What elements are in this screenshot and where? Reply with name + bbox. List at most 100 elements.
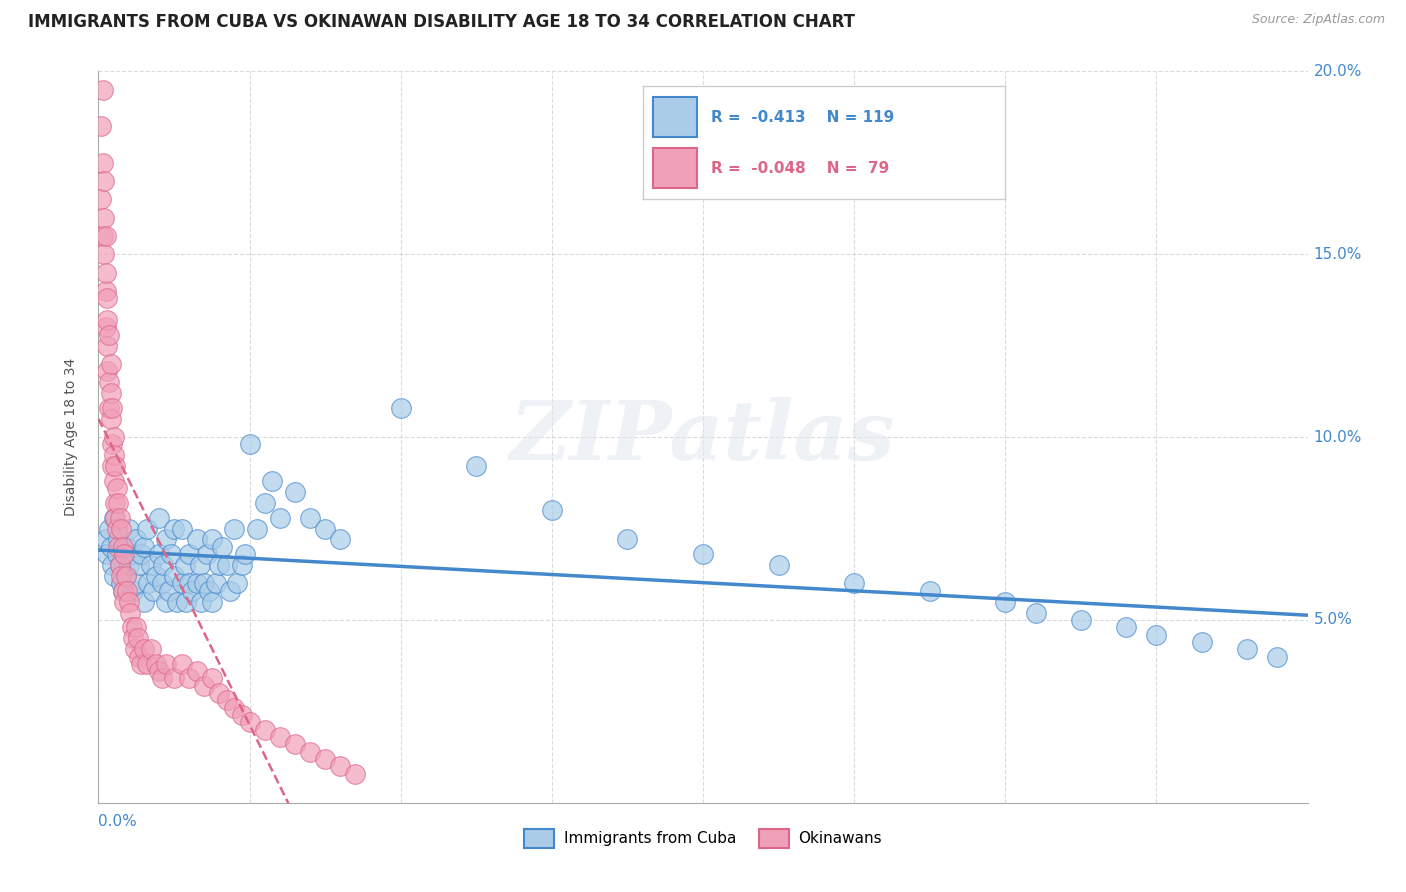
- Point: [179, 547, 201, 561]
- Point: [107, 496, 129, 510]
- Point: [93, 174, 115, 188]
- Point: [105, 547, 128, 561]
- Point: [181, 583, 204, 598]
- Point: [107, 540, 129, 554]
- Point: [219, 583, 242, 598]
- Point: [100, 540, 122, 554]
- Point: [114, 569, 136, 583]
- Point: [1115, 620, 1137, 634]
- Point: [132, 540, 155, 554]
- Point: [91, 82, 114, 96]
- Point: [145, 657, 167, 671]
- Point: [125, 533, 148, 547]
- Point: [135, 657, 157, 671]
- Point: [93, 247, 115, 261]
- Point: [1070, 613, 1092, 627]
- Point: [132, 594, 155, 608]
- Point: [132, 642, 155, 657]
- Point: [103, 510, 125, 524]
- Point: [94, 533, 117, 547]
- Text: Source: ZipAtlas.com: Source: ZipAtlas.com: [1251, 13, 1385, 27]
- Point: [173, 558, 195, 573]
- Point: [103, 430, 125, 444]
- Point: [160, 547, 183, 561]
- Point: [96, 313, 118, 327]
- Point: [141, 558, 163, 573]
- Point: [205, 576, 228, 591]
- Point: [994, 594, 1017, 608]
- Point: [110, 569, 132, 583]
- Point: [135, 521, 157, 535]
- Point: [90, 192, 112, 206]
- Point: [239, 715, 262, 730]
- Point: [90, 120, 112, 134]
- Point: [188, 558, 211, 573]
- Point: [231, 558, 253, 573]
- Text: 20.0%: 20.0%: [1313, 64, 1362, 78]
- Point: [1191, 635, 1213, 649]
- Point: [105, 481, 128, 495]
- Point: [125, 620, 148, 634]
- Point: [94, 266, 117, 280]
- Point: [179, 576, 201, 591]
- Point: [314, 521, 336, 535]
- Point: [155, 533, 177, 547]
- Point: [94, 284, 117, 298]
- Point: [844, 576, 866, 591]
- Point: [96, 547, 118, 561]
- Point: [121, 547, 143, 561]
- Point: [152, 558, 174, 573]
- Point: [120, 606, 142, 620]
- Point: [148, 547, 170, 561]
- Point: [215, 558, 238, 573]
- Point: [246, 521, 269, 535]
- Point: [155, 594, 177, 608]
- Point: [114, 569, 136, 583]
- Point: [692, 547, 714, 561]
- Text: 5.0%: 5.0%: [1313, 613, 1353, 627]
- Point: [129, 547, 152, 561]
- Point: [111, 540, 134, 554]
- Point: [121, 620, 143, 634]
- Point: [269, 510, 291, 524]
- Point: [170, 657, 193, 671]
- Point: [197, 583, 219, 598]
- Point: [768, 558, 790, 573]
- Text: 15.0%: 15.0%: [1313, 247, 1362, 261]
- Point: [253, 723, 276, 737]
- Point: [128, 558, 150, 573]
- Point: [103, 448, 125, 462]
- Point: [163, 521, 186, 535]
- Point: [208, 558, 231, 573]
- Point: [284, 485, 307, 500]
- Y-axis label: Disability Age 18 to 34: Disability Age 18 to 34: [65, 358, 79, 516]
- Point: [94, 229, 117, 244]
- Point: [136, 576, 159, 591]
- Point: [103, 569, 125, 583]
- Point: [174, 594, 197, 608]
- Point: [118, 594, 141, 608]
- Point: [96, 364, 118, 378]
- Point: [170, 576, 193, 591]
- Point: [1267, 649, 1289, 664]
- Point: [104, 510, 127, 524]
- Point: [103, 474, 125, 488]
- Point: [224, 521, 246, 535]
- Point: [253, 496, 276, 510]
- Point: [141, 642, 163, 657]
- Point: [540, 503, 562, 517]
- Point: [163, 672, 186, 686]
- Point: [129, 657, 152, 671]
- Point: [224, 700, 246, 714]
- Point: [100, 357, 122, 371]
- Point: [110, 576, 132, 591]
- Point: [284, 737, 307, 751]
- Point: [211, 540, 233, 554]
- Point: [122, 632, 145, 646]
- Point: [201, 533, 224, 547]
- Point: [1236, 642, 1258, 657]
- Point: [389, 401, 412, 415]
- Point: [100, 386, 122, 401]
- Point: [231, 708, 253, 723]
- Point: [101, 401, 124, 415]
